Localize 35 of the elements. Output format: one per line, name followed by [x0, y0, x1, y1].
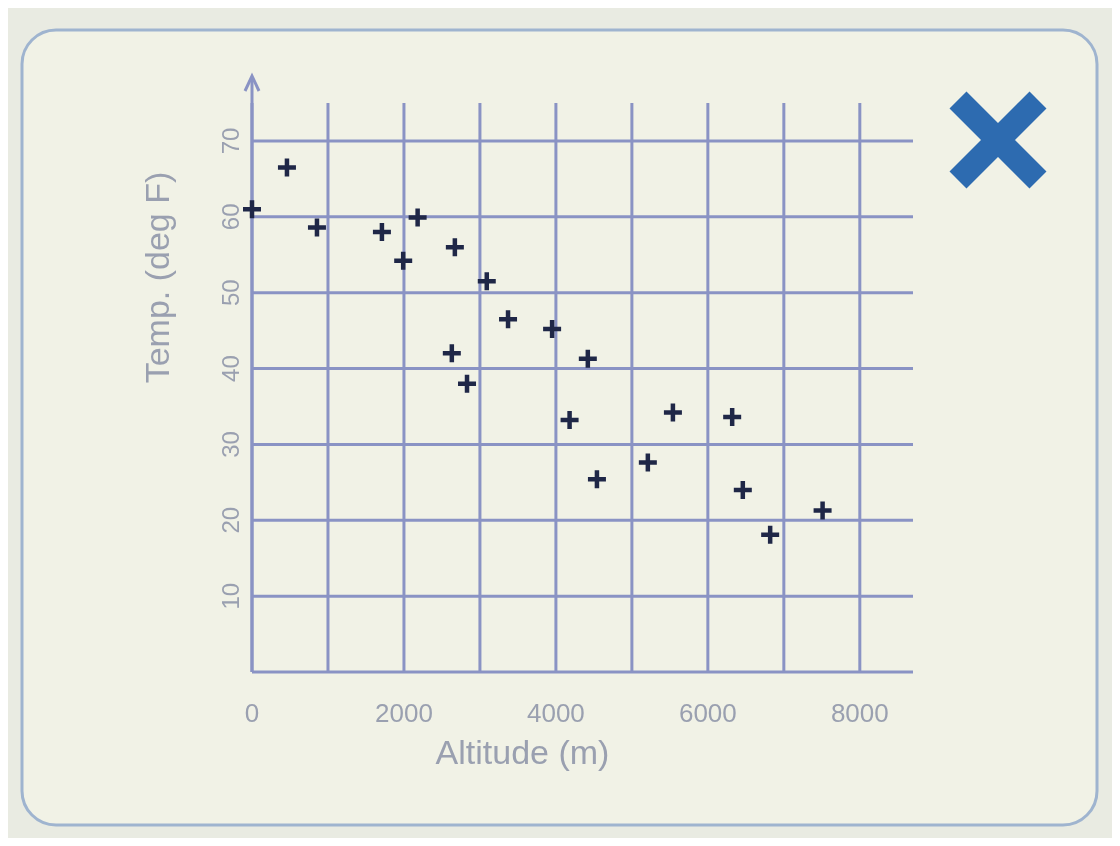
point [440, 342, 464, 365]
point [391, 249, 415, 273]
point [585, 468, 609, 491]
point [731, 478, 755, 502]
point [661, 401, 685, 424]
point [720, 405, 744, 429]
point [455, 372, 479, 395]
y-tick-label: 70 [216, 127, 244, 155]
x-tick-label: 4000 [526, 698, 585, 728]
point [811, 499, 834, 522]
point [443, 235, 467, 259]
y-tick-label: 60 [216, 203, 244, 231]
y-tick-label: 50 [216, 279, 244, 307]
point [275, 156, 299, 179]
y-axis-title: Temp. (deg F) [138, 171, 176, 384]
y-tick-label: 30 [216, 431, 244, 458]
point [496, 307, 520, 331]
point [475, 270, 499, 293]
x-tick-label: 8000 [830, 698, 889, 728]
x-tick-label: 2000 [375, 698, 433, 728]
point [305, 216, 329, 239]
x-tick-label: 6000 [678, 698, 737, 728]
point [540, 317, 564, 341]
point [636, 451, 660, 474]
point [576, 347, 600, 370]
y-tick-label: 40 [216, 355, 244, 382]
point [240, 197, 264, 221]
point [370, 220, 394, 244]
point [758, 523, 782, 546]
x-tick-label: 0 [244, 698, 260, 728]
point [406, 206, 429, 229]
y-tick-label: 10 [216, 582, 244, 610]
x-axis-title: Altitude (m) [435, 733, 610, 771]
y-tick-label: 20 [216, 506, 244, 534]
point [558, 408, 581, 432]
